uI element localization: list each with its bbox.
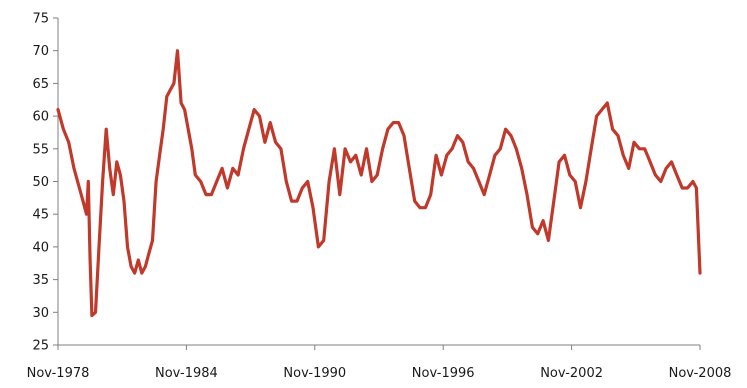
x-tick-label: Nov-2008 — [669, 366, 732, 381]
x-tick-label: Nov-1978 — [27, 366, 90, 381]
y-tick-label: 50 — [32, 175, 49, 190]
y-ticks: 25 30 35 40 45 50 55 60 65 70 75 — [32, 12, 58, 354]
y-tick-label: 25 — [32, 339, 49, 354]
y-tick-label: 45 — [32, 208, 49, 223]
y-tick-label: 40 — [32, 240, 49, 255]
y-tick-label: 65 — [32, 77, 49, 92]
y-tick-label: 55 — [32, 142, 49, 157]
y-tick-label: 35 — [32, 273, 49, 288]
x-tick-label: Nov-1990 — [283, 366, 346, 381]
y-tick-label: 30 — [32, 306, 49, 321]
y-tick-label: 60 — [32, 110, 49, 125]
x-tick-label: Nov-1984 — [155, 366, 218, 381]
y-axis: 25 30 35 40 45 50 55 60 65 70 75 — [32, 12, 59, 354]
x-tick-label: Nov-2002 — [540, 366, 603, 381]
x-ticks: Nov-1978 Nov-1984 Nov-1990 Nov-1996 Nov-2002… — [27, 345, 732, 381]
x-axis: Nov-1978 Nov-1984 Nov-1990 Nov-1996 Nov-2002… — [27, 344, 732, 381]
y-tick-label: 75 — [32, 12, 49, 27]
series-layer — [56, 49, 702, 318]
x-tick-label: Nov-1996 — [412, 366, 475, 381]
y-tick-label: 70 — [32, 44, 49, 59]
series-line — [56, 49, 702, 318]
